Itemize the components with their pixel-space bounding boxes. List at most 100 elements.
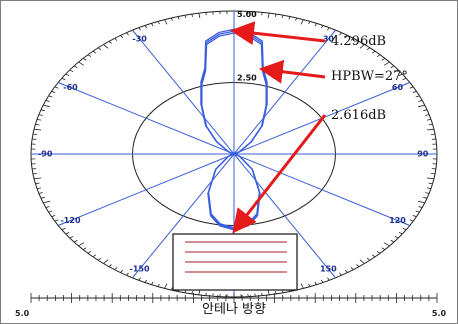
ring-tick <box>164 19 168 25</box>
ring-tick <box>308 21 311 25</box>
ring-tick <box>344 269 348 273</box>
ring-tick <box>78 242 85 247</box>
scale-label-left: 5.0 <box>15 309 30 318</box>
ring-tick <box>327 27 330 31</box>
legend-box: 안테나 방향 <box>172 233 298 317</box>
spoke-330 <box>132 29 235 155</box>
ring-tick <box>281 15 284 19</box>
angle-label: -30 <box>132 34 147 43</box>
ring-tick <box>48 210 53 213</box>
ring-tick <box>45 206 50 208</box>
ring-tick <box>144 279 148 283</box>
ring-tick <box>54 86 59 89</box>
ring-tick <box>126 32 129 36</box>
ring-tick <box>120 269 124 273</box>
ring-tick <box>87 54 92 57</box>
spoke-150 <box>233 153 336 279</box>
angle-label: 90 <box>417 150 429 159</box>
ring-tick <box>423 109 428 112</box>
ring-tick <box>120 35 124 39</box>
ring-tick <box>426 119 432 121</box>
ring-tick <box>82 57 87 61</box>
ring-tick <box>418 100 423 102</box>
ring-tick <box>415 95 420 98</box>
annotation-arrow-0 <box>230 21 326 46</box>
ring-tick <box>359 44 365 49</box>
ring-tick <box>191 290 194 294</box>
ring-tick <box>300 283 304 289</box>
ring-tick <box>371 50 376 54</box>
ring-tick <box>177 16 180 20</box>
ring-tick <box>51 90 56 93</box>
ring-tick <box>426 177 434 180</box>
ring-tick <box>402 227 407 231</box>
spoke-30 <box>233 29 336 155</box>
spoke-240 <box>58 153 235 226</box>
ring-tick <box>164 283 168 289</box>
ring-tick <box>151 281 154 285</box>
ring-tick <box>394 236 399 239</box>
radial-scale-bar: 5.0 5.0 <box>15 293 447 318</box>
spoke-300 <box>58 82 235 155</box>
ring-tick <box>398 73 403 76</box>
ring-tick <box>381 247 386 251</box>
ring-tick <box>409 219 414 222</box>
ring-tick <box>114 267 118 270</box>
ring-tick <box>35 123 40 126</box>
ring-tick <box>339 272 342 276</box>
ring-tick <box>288 16 291 20</box>
ring-tick <box>344 35 348 39</box>
angle-label: -120 <box>60 216 80 225</box>
ring-tick <box>170 17 173 21</box>
ring-tick <box>191 14 194 18</box>
ring-tick <box>426 128 434 131</box>
ring-tick <box>409 86 414 89</box>
angle-label: 120 <box>389 216 406 225</box>
ring-tick <box>92 254 97 258</box>
ring-tick <box>69 236 74 239</box>
spoke-210 <box>132 153 235 279</box>
ring-tick <box>126 272 129 276</box>
ring-tick <box>314 23 317 27</box>
ring-tick <box>428 123 433 126</box>
ring-tick <box>376 251 381 254</box>
ring-tick <box>412 90 417 93</box>
ring-tick <box>184 15 187 19</box>
angle-label: -90 <box>38 150 53 159</box>
ring-tick <box>320 25 324 29</box>
ring-tick <box>103 259 109 264</box>
ring-label-outer: 5.00 <box>237 10 257 19</box>
ring-tick <box>138 27 141 31</box>
ring-tick <box>48 95 53 98</box>
ring-tick <box>274 14 277 18</box>
ring-tick <box>300 19 304 25</box>
spoke-120 <box>233 153 410 226</box>
ring-tick <box>87 251 92 254</box>
ring-tick <box>114 38 118 41</box>
ring-tick <box>418 206 423 208</box>
ring-tick <box>61 77 66 81</box>
ring-tick <box>381 57 386 61</box>
ring-tick <box>43 200 51 204</box>
ring-tick <box>157 283 160 287</box>
ring-tick <box>108 264 112 267</box>
ring-tick <box>359 259 365 264</box>
ring-tick <box>366 47 371 51</box>
annotations: 4.296dB HPBW=27° 2.616dB <box>230 21 408 234</box>
ring-tick <box>151 23 154 27</box>
annotation-label-1: HPBW=27° <box>331 69 408 84</box>
ring-tick <box>65 232 70 235</box>
annotation-label-0: 4.296dB <box>331 34 386 49</box>
ring-tick <box>205 292 207 296</box>
scale-label-right: 5.0 <box>432 309 447 318</box>
ring-tick <box>65 73 70 76</box>
ring-tick <box>40 109 45 112</box>
ring-tick <box>423 196 428 199</box>
ring-tick <box>417 200 425 204</box>
ring-tick <box>92 50 97 54</box>
ring-tick <box>376 54 381 57</box>
caption: 안테나 방향 <box>202 302 266 317</box>
ring-tick <box>320 279 324 283</box>
ring-tick <box>425 114 430 116</box>
